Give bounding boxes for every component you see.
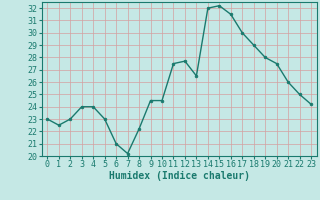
X-axis label: Humidex (Indice chaleur): Humidex (Indice chaleur) — [109, 171, 250, 181]
